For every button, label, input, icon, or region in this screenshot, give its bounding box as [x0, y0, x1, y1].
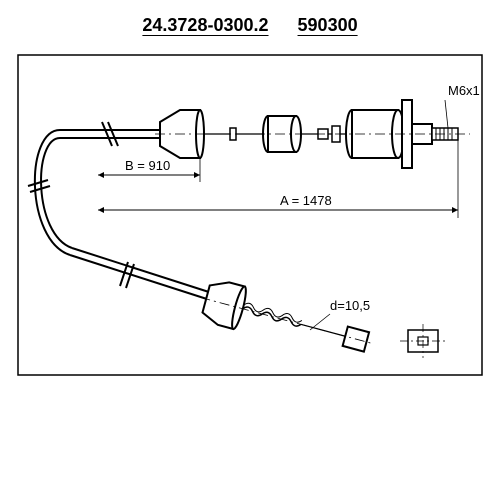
end-view-icon: [400, 324, 446, 358]
label-dim-a: A = 1478: [280, 193, 332, 208]
d-leader: [310, 314, 330, 330]
technical-diagram: M6x1 B = 910 A = 1478 d=10,5: [0, 0, 500, 500]
cable-bend-outer: [35, 130, 70, 255]
label-dim-d: d=10,5: [330, 298, 370, 313]
ferrule-tick-2a: [28, 180, 48, 186]
thread-leader: [445, 100, 448, 128]
lower-end-fitting: [195, 276, 380, 365]
label-dim-b: B = 910: [125, 158, 170, 173]
cable-lower-inner: [72, 248, 212, 293]
label-thread: M6x1: [448, 83, 480, 98]
cable-lower-outer: [70, 255, 210, 300]
ferrule-tick-2b: [30, 186, 50, 192]
drawing-container: 24.3728-0300.2 590300: [0, 0, 500, 500]
